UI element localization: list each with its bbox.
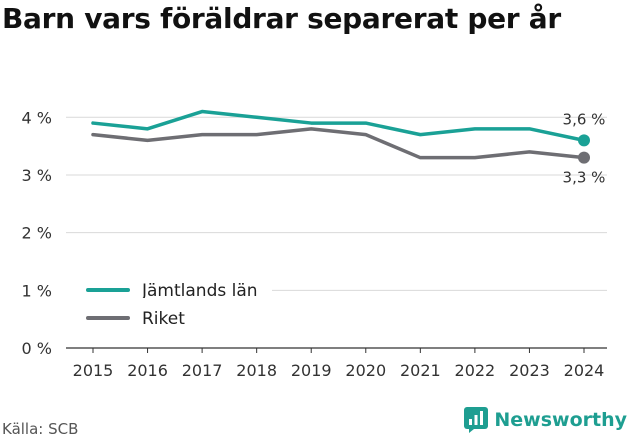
y-tick-label: 1 %	[22, 281, 52, 300]
end-value-label-1: 3,6 %	[563, 110, 606, 128]
y-axis-ticks: 0 % 1 % 2 % 3 % 4 %	[22, 108, 52, 358]
series-end-point-2	[578, 151, 590, 164]
newsworthy-logo[interactable]: Newsworthy	[464, 407, 627, 433]
chart-title: Barn vars föräldrar separerat per år	[2, 2, 561, 35]
y-tick-label: 2 %	[22, 224, 52, 243]
legend: Jämtlands län Riket	[62, 270, 272, 329]
series-lines	[91, 109, 590, 164]
y-tick-label: 0 %	[22, 339, 52, 358]
newsworthy-icon	[464, 407, 489, 433]
series-line-1	[91, 109, 586, 143]
legend-background	[62, 298, 272, 325]
brand-name: Newsworthy	[494, 409, 627, 431]
y-tick-label: 3 %	[22, 166, 52, 185]
x-tick-label: 2017	[182, 361, 223, 380]
y-tick-label: 4 %	[22, 108, 52, 127]
series-end-point-1	[578, 134, 590, 147]
end-labels: 3,6 % 3,3 %	[563, 110, 606, 186]
x-tick-label: 2021	[400, 361, 441, 380]
x-tick-label: 2023	[509, 361, 550, 380]
legend-label-1: Jämtlands län	[141, 281, 258, 301]
x-tick-label: 2024	[564, 361, 605, 380]
x-tick-label: 2022	[455, 361, 496, 380]
x-axis: 2015 2016 2017 2018 2019 2020 2021 2022 2023 2024	[73, 348, 605, 380]
x-tick-label: 2016	[127, 361, 168, 380]
x-tick-label: 2019	[291, 361, 332, 380]
x-tick-label: 2018	[236, 361, 277, 380]
x-tick-label: 2020	[345, 361, 386, 380]
legend-background	[62, 270, 272, 297]
source-note: Källa: SCB	[2, 420, 79, 438]
x-tick-label: 2015	[73, 361, 114, 380]
end-value-label-2: 3,3 %	[563, 169, 606, 187]
series-line-2	[91, 127, 586, 160]
legend-label-2: Riket	[142, 309, 185, 329]
